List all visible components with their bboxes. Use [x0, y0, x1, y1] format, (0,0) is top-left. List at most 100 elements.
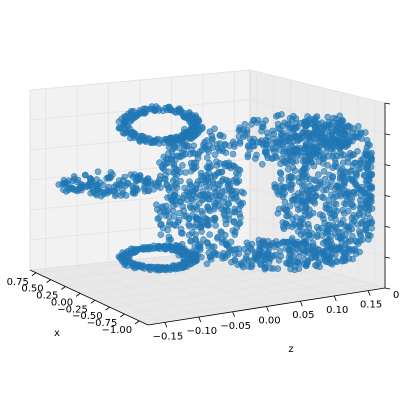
scatter-point — [321, 176, 329, 183]
scatter-point — [301, 118, 309, 125]
scatter-point — [214, 233, 222, 241]
scatter-point — [286, 202, 294, 210]
scatter-point — [128, 129, 136, 136]
scatter-point — [308, 143, 316, 151]
scatter-point — [109, 171, 116, 178]
scatter-point — [134, 177, 141, 184]
scatter-point — [330, 199, 338, 207]
scatter-point — [178, 248, 186, 255]
scatter-point — [276, 169, 284, 176]
scatter-point — [304, 243, 312, 251]
scatter-point — [211, 185, 218, 192]
z-tick-label: 0.00 — [258, 316, 280, 327]
scatter-point — [317, 180, 325, 188]
scatter-point — [157, 231, 165, 238]
scatter-point — [177, 225, 185, 233]
scatter-point — [262, 136, 270, 144]
x-tick-label: 0.25 — [36, 291, 58, 302]
z-tick — [164, 322, 168, 328]
scatter-point — [192, 120, 199, 128]
scatter-point — [151, 105, 158, 113]
scatter-point — [162, 212, 169, 219]
scatter-point — [182, 169, 189, 176]
scatter-point — [184, 128, 191, 136]
scatter-point — [316, 257, 324, 264]
scatter-point — [167, 105, 174, 113]
scatter-point — [322, 186, 330, 194]
scatter-point — [131, 260, 139, 268]
vertical-tick — [384, 102, 391, 105]
scatter-point — [304, 220, 312, 228]
vertical-tick — [384, 256, 391, 259]
scatter-point — [319, 240, 327, 247]
scatter-point — [351, 237, 359, 245]
scatter-point — [70, 173, 78, 180]
scatter-point — [312, 261, 319, 269]
scatter-point — [207, 253, 214, 260]
scatter-point — [356, 248, 363, 256]
scatter-point — [192, 193, 200, 201]
z-tick-label: −0.10 — [186, 326, 217, 337]
scatter-point — [233, 224, 241, 231]
scatter-point — [130, 249, 138, 256]
scatter-point — [315, 158, 323, 165]
scatter-point — [235, 133, 243, 140]
x-axis-label: x — [54, 328, 60, 339]
scatter-point — [264, 251, 272, 258]
scatter-point — [337, 220, 344, 227]
scatter-point — [228, 191, 235, 199]
scatter-point — [283, 220, 290, 228]
scatter-point — [320, 155, 328, 162]
scatter-point — [199, 210, 206, 218]
scatter-point — [158, 163, 166, 170]
scatter-point — [230, 218, 238, 226]
scatter-point — [165, 233, 173, 241]
scatter-point — [187, 204, 195, 212]
scatter-point — [231, 143, 238, 150]
z-tick-label: 0.15 — [360, 300, 382, 311]
scatter-point — [313, 184, 321, 192]
scatter-point — [255, 236, 263, 244]
scatter-point — [324, 231, 332, 238]
scatter-point — [258, 244, 266, 251]
scatter-point — [288, 134, 296, 142]
scatter-point — [82, 171, 89, 179]
scatter-point — [125, 257, 132, 265]
vertical-tick — [384, 164, 391, 167]
scatter-point — [175, 144, 183, 152]
scatter-point — [165, 264, 172, 272]
scatter-point — [338, 248, 346, 255]
scatter-point — [328, 177, 335, 185]
scatter-point — [340, 139, 348, 147]
z-tick — [333, 295, 337, 302]
scatter-point — [309, 209, 317, 217]
scatter-point — [141, 110, 148, 117]
scatter-point — [74, 186, 81, 193]
scatter-point — [199, 187, 207, 195]
scatter-point — [250, 117, 257, 124]
scatter-point — [362, 178, 370, 185]
scatter-point — [172, 133, 180, 141]
scatter-point — [193, 215, 200, 223]
scatter-point — [272, 113, 280, 120]
scatter-point — [356, 211, 363, 219]
scatter-point — [187, 167, 195, 175]
scatter-point — [248, 263, 255, 271]
scatter-point — [316, 211, 324, 218]
scatter-point — [319, 125, 326, 133]
scatter-point — [262, 117, 269, 124]
scatter-point — [303, 199, 310, 206]
scatter-point — [331, 186, 339, 193]
scatter-point — [277, 175, 285, 183]
scatter-point — [251, 250, 259, 258]
scatter-point — [118, 181, 126, 189]
scatter-point — [304, 158, 312, 166]
scatter-point — [276, 125, 284, 132]
scatter-point — [327, 128, 334, 136]
scatter-point — [185, 142, 192, 150]
scatter-point — [216, 160, 224, 167]
scatter-point — [215, 202, 223, 209]
scatter-point — [164, 226, 171, 234]
z-tick — [299, 301, 303, 307]
